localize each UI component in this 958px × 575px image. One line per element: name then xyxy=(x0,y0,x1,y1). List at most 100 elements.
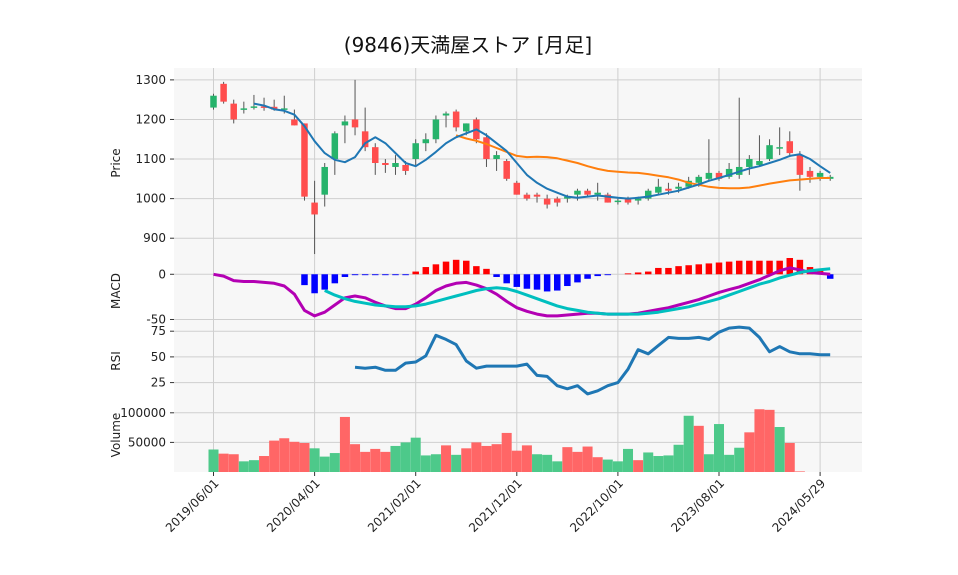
candle-body xyxy=(311,202,318,215)
macd-hist-bar xyxy=(372,274,379,276)
price-y-axis-label: Price xyxy=(109,148,123,177)
macd-hist-bar xyxy=(432,264,440,275)
rsi-line xyxy=(354,325,831,396)
macd-hist-bar xyxy=(756,260,763,275)
macd-hist-bar xyxy=(564,274,571,287)
volume-bar xyxy=(623,448,634,472)
candle-body xyxy=(796,155,804,175)
price-y-tick-label: 900 xyxy=(143,231,166,245)
volume-bar xyxy=(491,444,502,472)
volume-bar xyxy=(329,453,340,472)
candle-body xyxy=(715,172,723,179)
macd-hist-bar xyxy=(766,260,773,275)
candle-body xyxy=(250,106,258,108)
candle-body xyxy=(220,83,227,102)
macd-hist-bar xyxy=(463,260,470,275)
volume-bar xyxy=(451,454,462,472)
candle-body xyxy=(240,108,248,110)
macd-hist-bar xyxy=(503,274,510,284)
volume-bar xyxy=(633,460,644,472)
candle-body xyxy=(614,200,622,203)
macd-hist-bar xyxy=(685,265,692,275)
candle-body xyxy=(665,188,672,191)
macd-hist-bar xyxy=(574,274,581,283)
volume-bar xyxy=(754,409,765,472)
volume-bar xyxy=(552,461,563,472)
candle-body xyxy=(392,163,399,167)
candle-body xyxy=(331,133,339,160)
macd-hist-bar xyxy=(634,272,642,275)
volume-bar xyxy=(764,409,775,472)
ma-short-line xyxy=(253,102,831,200)
volume-bar xyxy=(511,450,522,472)
candle-body xyxy=(766,145,773,160)
candle-body xyxy=(351,119,359,128)
candle-body xyxy=(493,155,500,160)
chart-title: (9846)天満屋ストア [月足] xyxy=(344,33,592,57)
volume-bar xyxy=(259,456,270,472)
macd-hist-bar xyxy=(331,274,339,284)
macd-hist-bar xyxy=(351,274,359,276)
volume-bar xyxy=(602,459,613,472)
candle-body xyxy=(291,119,298,126)
volume-bar xyxy=(572,451,583,472)
volume-bar xyxy=(521,445,532,472)
candle-body xyxy=(412,143,419,160)
macd-hist-bar xyxy=(321,274,328,290)
x-tick-label: 2019/06/01 xyxy=(163,476,222,535)
candle-body xyxy=(321,166,328,195)
volume-bar xyxy=(542,454,553,472)
macd-hist-bar xyxy=(584,274,591,279)
candle-body xyxy=(442,113,450,116)
macd-hist-bar xyxy=(553,274,561,291)
volume-bar xyxy=(289,441,300,472)
macd-hist-bar xyxy=(624,273,632,275)
rsi-y-tick-label: 75 xyxy=(151,324,166,338)
volume-bar xyxy=(390,445,401,472)
price-y-tick-label: 1200 xyxy=(135,112,166,126)
macd-hist-bar xyxy=(523,274,531,289)
candle-body xyxy=(372,147,379,163)
candle-body xyxy=(402,164,409,171)
macd-hist-bar xyxy=(483,268,490,275)
x-tick-label: 2021/02/01 xyxy=(365,476,424,535)
candle-body xyxy=(382,163,389,165)
macd-hist-bar xyxy=(361,274,369,276)
candle-body xyxy=(553,198,561,203)
candle-body xyxy=(452,111,460,128)
ma-long-line xyxy=(455,134,831,190)
volume-bar xyxy=(218,453,229,472)
candle-body xyxy=(564,196,571,199)
candle-body xyxy=(725,168,733,177)
volume-bar xyxy=(562,447,573,472)
macd-y-tick-label: -50 xyxy=(146,312,166,326)
candle-body xyxy=(695,176,703,183)
macd-hist-bar xyxy=(311,274,318,294)
volume-bar xyxy=(319,456,330,472)
volume-bar xyxy=(380,451,391,472)
macd-hist-bar xyxy=(655,267,662,275)
price-y-tick-label: 1000 xyxy=(135,192,166,206)
macd-hist-bar xyxy=(725,261,733,275)
volume-bar xyxy=(430,454,441,472)
macd-hist-bar xyxy=(594,274,601,277)
candle-body xyxy=(341,121,349,126)
signal-line xyxy=(324,267,831,316)
volume-bar xyxy=(350,444,361,472)
rsi-panel-bg xyxy=(174,324,862,398)
candle-body xyxy=(210,95,217,108)
macd-hist-bar xyxy=(604,274,612,276)
volume-bar xyxy=(441,445,452,472)
macd-hist-bar xyxy=(452,259,460,275)
candle-body xyxy=(523,194,531,199)
volume-bar xyxy=(238,461,249,472)
volume-bar xyxy=(299,442,310,472)
volume-y-tick-label: 100000 xyxy=(120,406,166,420)
volume-bar xyxy=(208,449,219,472)
candle-body xyxy=(634,198,642,201)
volume-bar xyxy=(784,442,795,472)
candle-body xyxy=(776,147,783,149)
macd-hist-bar xyxy=(735,260,743,275)
volume-bar xyxy=(339,416,350,472)
